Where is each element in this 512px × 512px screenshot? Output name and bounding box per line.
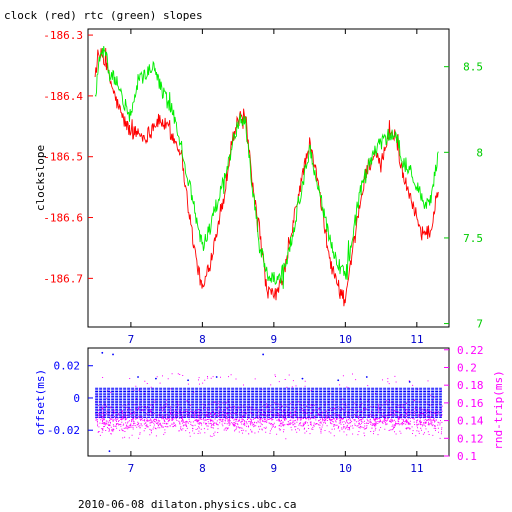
- offset-outlier-point: [187, 379, 189, 382]
- top-left-ytick-label: -186.7: [43, 272, 83, 285]
- rndtrip-ylabel: rnd-trip(ms): [492, 370, 505, 449]
- offset-outlier-point: [137, 376, 139, 378]
- top-left-ytick-label: -186.4: [43, 90, 83, 103]
- offset-outlier-point: [301, 377, 304, 380]
- rndtrip-ytick-label: 0.12: [457, 432, 484, 445]
- offset-outlier-point: [215, 376, 218, 378]
- offset-outlier-point: [365, 376, 368, 378]
- offset-ytick-label: 0: [73, 392, 80, 405]
- rndtrip-ytick-label: 0.2: [457, 361, 477, 374]
- bottom-xtick-label: 7: [128, 462, 135, 475]
- offset-outlier-point: [408, 380, 411, 383]
- bottom-xtick-label: 11: [410, 462, 423, 475]
- top-plot: 7 8 9 10 11 -186.3 -186.4 -186.5 -186.6 -186.7 8.5…: [43, 28, 483, 346]
- rtc-series-line: [94, 46, 439, 289]
- top-xtick-label: 7: [128, 333, 135, 346]
- offset-outlier-point: [112, 353, 114, 356]
- footer-text: 2010-06-08 dilaton.physics.ubc.ca: [78, 498, 297, 511]
- chart-title: clock (red) rtc (green) slopes: [4, 9, 203, 22]
- top-xtick-label: 9: [271, 333, 278, 346]
- clock-series-line: [94, 47, 439, 307]
- bottom-xtick-label: 9: [271, 462, 278, 475]
- top-left-ytick-label: -186.6: [43, 212, 83, 225]
- top-left-ytick-label: -186.3: [43, 29, 83, 42]
- top-xtick-label: 10: [339, 333, 352, 346]
- rndtrip-ytick-label: 0.18: [457, 379, 484, 392]
- bottom-plot-frame: [87, 347, 450, 457]
- offset-outlier-point: [262, 353, 265, 356]
- top-left-ytick-label: -186.5: [43, 151, 83, 164]
- offset-outlier-point: [155, 377, 157, 380]
- top-right-ytick-label: 7.5: [463, 232, 483, 245]
- top-plot-frame: [87, 28, 450, 328]
- top-right-ytick-label: 7: [476, 318, 483, 331]
- rndtrip-ytick-label: 0.1: [457, 450, 477, 463]
- bottom-xtick-label: 8: [199, 462, 206, 475]
- top-right-ytick-label: 8.5: [463, 61, 483, 74]
- top-xtick-label: 8: [199, 333, 206, 346]
- offset-ytick-label: -0.02: [47, 424, 80, 437]
- offset-ytick-label: 0.02: [54, 360, 81, 373]
- top-ylabel: clockslope: [34, 145, 47, 211]
- rndtrip-ytick-label: 0.16: [457, 397, 484, 410]
- bottom-plot: 7 8 9 10 11 0.02 0 -0.02 0.22 0.2 0.18 0.16 0.14 0.12…: [47, 344, 484, 475]
- offset-ylabel: offset(ms): [34, 369, 47, 435]
- bottom-xtick-label: 10: [339, 462, 352, 475]
- offset-outlier-point: [101, 351, 104, 354]
- top-xtick-label: 11: [410, 333, 423, 346]
- offset-outlier-point: [337, 379, 340, 382]
- rndtrip-ytick-label: 0.14: [457, 415, 484, 428]
- offset-outlier-point: [108, 450, 111, 453]
- top-right-ytick-label: 8: [476, 146, 483, 159]
- rndtrip-ytick-label: 0.22: [457, 344, 484, 357]
